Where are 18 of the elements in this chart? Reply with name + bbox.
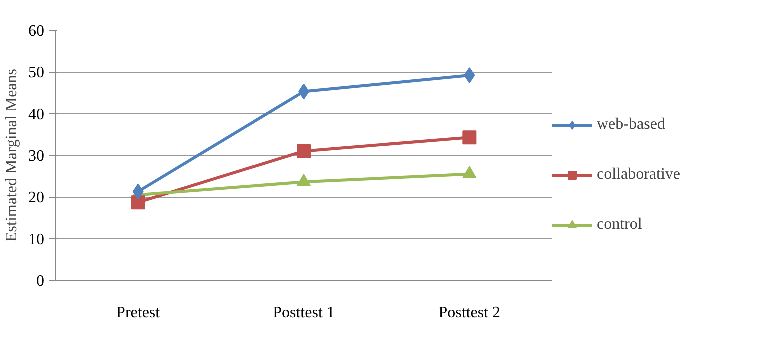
- point: [131, 196, 146, 210]
- y-tick-label: 10: [28, 231, 44, 248]
- x-tick-label: Pretest: [116, 304, 161, 322]
- legend-label: collaborative: [597, 166, 681, 184]
- point: [462, 130, 477, 145]
- y-axis-title: Estimated Marginal Means: [4, 69, 20, 242]
- y-tick-label: 20: [28, 190, 44, 207]
- legend-label: web-based: [597, 116, 666, 134]
- y-tick-label: 60: [28, 23, 44, 40]
- legend-label: control: [597, 216, 642, 234]
- y-tick-label: 40: [28, 106, 44, 124]
- y-tick-label: 30: [28, 148, 44, 165]
- x-tick-label: Posttest 2: [438, 304, 501, 322]
- point: [297, 144, 311, 158]
- point: [464, 68, 476, 84]
- y-tick-label: 50: [28, 64, 44, 82]
- y-tick-label: 0: [36, 273, 44, 290]
- x-tick-label: Posttest 1: [273, 304, 335, 322]
